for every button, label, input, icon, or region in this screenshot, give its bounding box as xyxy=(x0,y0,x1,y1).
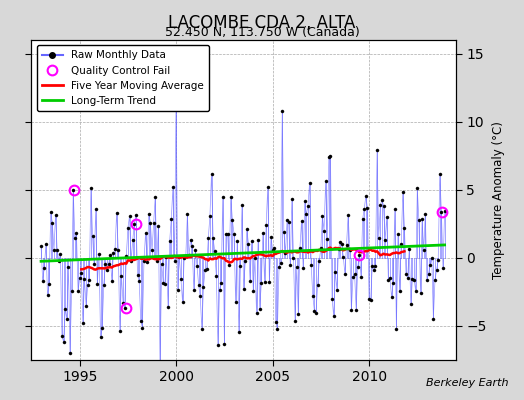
Legend: Raw Monthly Data, Quality Control Fail, Five Year Moving Average, Long-Term Tren: Raw Monthly Data, Quality Control Fail, … xyxy=(37,45,209,111)
Text: LACOMBE CDA 2, ALTA: LACOMBE CDA 2, ALTA xyxy=(168,14,356,32)
Text: 52.450 N, 113.750 W (Canada): 52.450 N, 113.750 W (Canada) xyxy=(165,26,359,39)
Y-axis label: Temperature Anomaly (°C): Temperature Anomaly (°C) xyxy=(492,121,505,279)
Text: Berkeley Earth: Berkeley Earth xyxy=(426,378,508,388)
